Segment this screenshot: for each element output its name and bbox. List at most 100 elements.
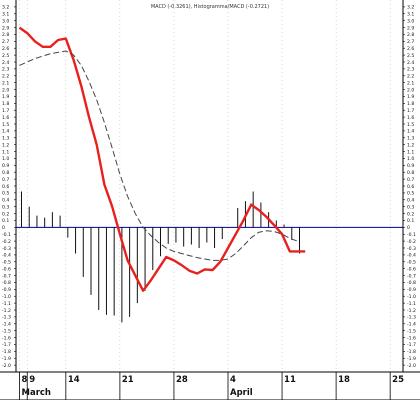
y-tick-label-right: -0.2 <box>407 239 416 245</box>
x-tick-label: 28 <box>176 375 188 385</box>
y-tick-label-right: 3.1 <box>407 12 414 18</box>
y-tick-label-right: 0 <box>407 225 410 231</box>
y-tick-label: -0.2 <box>2 239 11 245</box>
x-tick-label: 21 <box>122 375 134 385</box>
y-tick-label-right: -1.5 <box>407 328 416 334</box>
y-tick-label-right: 1.7 <box>407 108 414 114</box>
month-label: April <box>230 388 253 398</box>
y-tick-label-right: 1.0 <box>407 156 414 162</box>
y-tick-label-right: 2.5 <box>407 53 414 59</box>
y-tick-label-right: 0.9 <box>407 163 414 169</box>
y-tick-label: -0.5 <box>2 260 11 266</box>
y-tick-label-right: 1.1 <box>407 149 414 155</box>
y-tick-label: 0.8 <box>2 170 9 176</box>
y-tick-label: 3.2 <box>2 5 9 11</box>
y-tick-label: -0.6 <box>2 266 11 272</box>
y-tick-label: 2.7 <box>2 39 9 45</box>
y-tick-label-right: -1.8 <box>407 349 416 355</box>
y-tick-label-right: 1.2 <box>407 142 414 148</box>
y-tick-label: -1.9 <box>2 356 11 362</box>
y-tick-label: 0.2 <box>2 211 9 217</box>
y-tick-label-right: 2.6 <box>407 46 414 52</box>
y-tick-label-right: -1.4 <box>407 322 416 328</box>
y-tick-label: -1.4 <box>2 322 11 328</box>
y-tick-label: 1.8 <box>2 101 9 107</box>
y-tick-label-right: -0.9 <box>407 287 416 293</box>
y-tick-label: -1.3 <box>2 315 11 321</box>
y-tick-label-right: 1.8 <box>407 101 414 107</box>
y-tick-label: 1.3 <box>2 136 9 142</box>
month-label: March <box>22 388 51 398</box>
y-tick-label: -0.3 <box>2 246 11 252</box>
y-tick-label-right: 0.3 <box>407 204 414 210</box>
y-axis-left: 3.23.13.02.92.82.72.62.52.42.32.22.12.01… <box>2 5 16 369</box>
y-tick-label: -1.0 <box>2 294 11 300</box>
x-tick-label: 11 <box>284 375 296 385</box>
y-tick-label-right: 0.4 <box>407 198 414 204</box>
y-tick-label-right: 2.1 <box>407 80 414 86</box>
y-tick-label: 0.7 <box>2 177 9 183</box>
y-tick-label: -1.8 <box>2 349 11 355</box>
y-tick-label-right: 1.3 <box>407 136 414 142</box>
y-tick-label-right: 0.8 <box>407 170 414 176</box>
y-tick-label-right: -0.3 <box>407 246 416 252</box>
y-tick-label: 0.4 <box>2 198 9 204</box>
y-tick-label: -0.4 <box>2 253 11 259</box>
y-tick-label: 1.1 <box>2 149 9 155</box>
y-tick-label-right: 1.6 <box>407 115 414 121</box>
y-tick-label-right: -2.0 <box>407 363 416 369</box>
x-tick-label: 4 <box>230 375 236 385</box>
y-tick-label: 0.1 <box>2 218 9 224</box>
y-tick-label: -0.7 <box>2 273 11 279</box>
y-tick-label-right: 0.5 <box>407 191 414 197</box>
y-tick-label-right: -1.3 <box>407 315 416 321</box>
x-tick-label: 14 <box>68 375 80 385</box>
macd-line <box>18 26 306 292</box>
y-tick-label-right: -0.8 <box>407 280 416 286</box>
y-tick-label: -1.6 <box>2 335 11 341</box>
y-tick-label: 1.4 <box>2 129 9 135</box>
y-tick-label-right: -1.6 <box>407 335 416 341</box>
y-tick-label: -0.1 <box>2 232 11 238</box>
y-tick-label: 1.2 <box>2 142 9 148</box>
y-tick-label: -2.0 <box>2 363 11 369</box>
y-tick-label: -0.8 <box>2 280 11 286</box>
y-tick-label-right: -1.7 <box>407 342 416 348</box>
y-tick-label-right: 2.3 <box>407 67 414 73</box>
y-tick-label-right: -0.5 <box>407 260 416 266</box>
y-tick-label: -1.2 <box>2 308 11 314</box>
x-axis: 8 9 14 21 28 4 11 18 25 March April <box>0 371 420 400</box>
y-tick-label: 2.5 <box>2 53 9 59</box>
x-tick-label: 9 <box>29 375 35 385</box>
y-tick-label-right: 2.7 <box>407 39 414 45</box>
y-tick-label: 2.2 <box>2 74 9 80</box>
x-tick-label: 25 <box>392 375 404 385</box>
y-tick-label-right: 0.1 <box>407 218 414 224</box>
y-tick-label: 2.4 <box>2 60 9 66</box>
y-tick-label: -1.1 <box>2 301 11 307</box>
series-lines <box>18 26 306 292</box>
y-tick-label: 3.0 <box>2 18 9 24</box>
y-tick-label: 2.0 <box>2 87 9 93</box>
y-tick-label-right: 3.0 <box>407 18 414 24</box>
y-tick-label: 1.9 <box>2 94 9 100</box>
y-tick-label: 1.0 <box>2 156 9 162</box>
y-tick-label: 3.1 <box>2 12 9 18</box>
y-tick-label: 2.9 <box>2 25 9 31</box>
y-tick-label: 1.6 <box>2 115 9 121</box>
y-tick-label: 2.3 <box>2 67 9 73</box>
y-tick-label-right: -0.4 <box>407 253 416 259</box>
y-tick-label-right: 2.0 <box>407 87 414 93</box>
y-tick-label: -1.7 <box>2 342 11 348</box>
y-tick-label-right: 3.2 <box>407 5 414 11</box>
y-tick-label: 0.9 <box>2 163 9 169</box>
y-tick-label-right: -1.1 <box>407 301 416 307</box>
y-tick-label-right: 2.2 <box>407 74 414 80</box>
y-tick-label-right: -1.0 <box>407 294 416 300</box>
y-tick-label-right: 2.9 <box>407 25 414 31</box>
y-tick-label-right: -0.1 <box>407 232 416 238</box>
y-tick-label-right: 1.5 <box>407 122 414 128</box>
y-tick-label-right: -1.9 <box>407 356 416 362</box>
y-tick-label: 2.1 <box>2 80 9 86</box>
